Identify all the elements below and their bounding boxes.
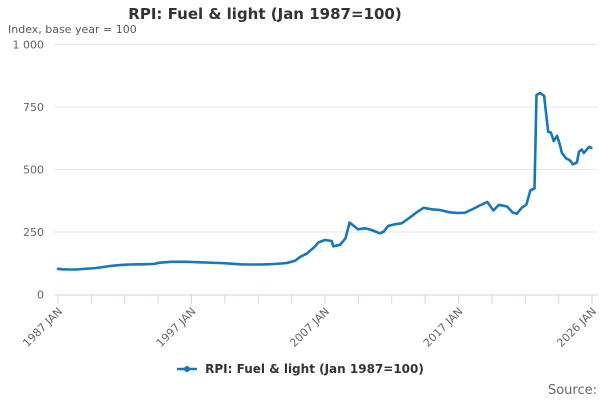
y-axis-tick-label: 1 000 (13, 39, 45, 52)
legend-line-dot-icon (177, 366, 198, 372)
y-axis-tick-label: 500 (23, 164, 44, 177)
x-axis-tick-label: 1997 JAN (154, 305, 199, 350)
y-axis-unit-label: Index, base year = 100 (8, 23, 137, 36)
y-axis-tick-label: 750 (23, 101, 44, 114)
x-axis-tick-label: 2026 JAN (554, 305, 599, 350)
x-axis-tick-label: 2007 JAN (287, 305, 332, 350)
y-axis-tick-label: 0 (37, 289, 44, 302)
x-axis-tick-label: 2017 JAN (421, 305, 466, 350)
x-axis-tick-label: 1987 JAN (20, 305, 65, 350)
legend: RPI: Fuel & light (Jan 1987=100) (0, 362, 600, 376)
legend-item-rpi-fuel-light[interactable]: RPI: Fuel & light (Jan 1987=100) (205, 362, 424, 376)
chart-title: RPI: Fuel & light (Jan 1987=100) (128, 5, 402, 23)
y-axis-tick-label: 250 (23, 226, 44, 239)
source-label: Source: (547, 383, 597, 398)
series-line-rpi-fuel-light[interactable] (56, 91, 593, 271)
